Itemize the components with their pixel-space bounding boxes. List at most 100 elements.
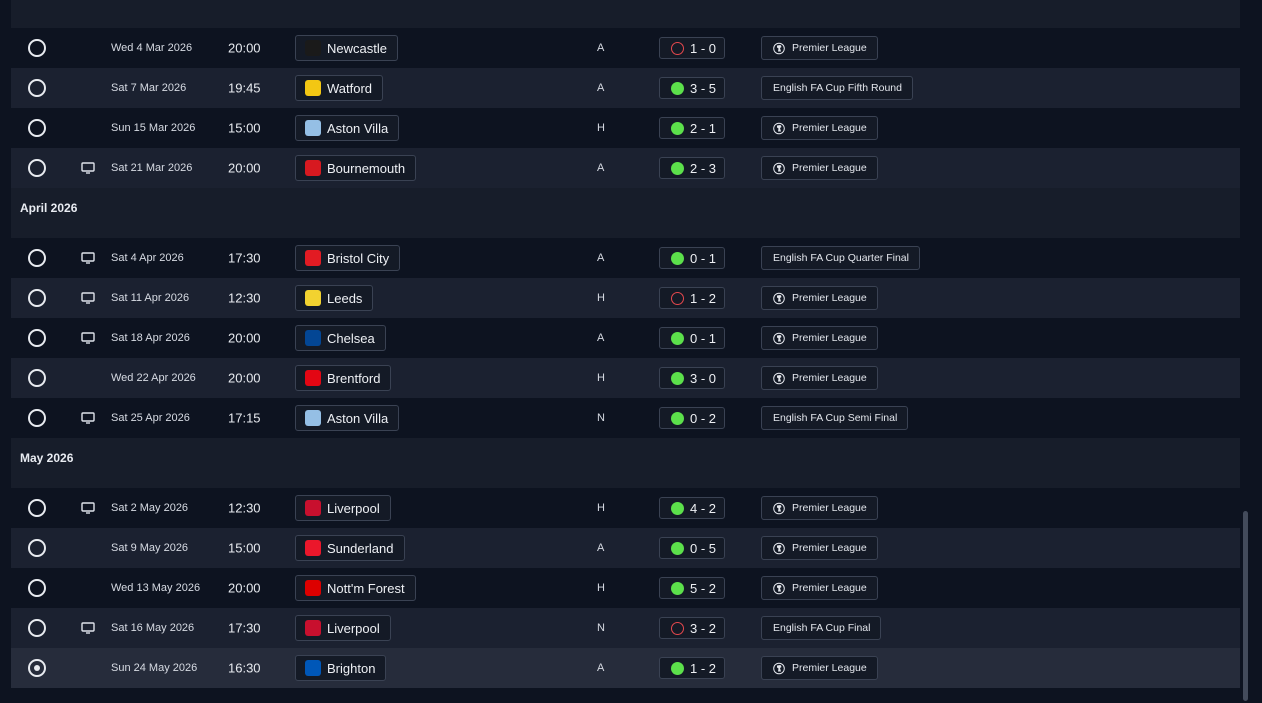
opponent-name: Newcastle — [327, 40, 387, 56]
opponent-button[interactable]: Aston Villa — [295, 405, 400, 431]
fixture-row[interactable]: Wed 22 Apr 2026 20:00 Brentford H 3 - 0 Premi… — [11, 358, 1240, 398]
kickoff-time: 19:45 — [228, 80, 261, 96]
opponent-button[interactable]: Newcastle — [295, 35, 398, 61]
opponent-name: Sunderland — [327, 540, 394, 556]
kickoff-time: 16:30 — [228, 660, 261, 676]
opponent-button[interactable]: Brentford — [295, 365, 392, 391]
venue-label: A — [597, 662, 605, 674]
opponent-name: Brentford — [327, 370, 381, 386]
opponent-button[interactable]: Watford — [295, 75, 384, 101]
competition-button[interactable]: Premier League — [761, 366, 878, 390]
competition-button[interactable]: Premier League — [761, 326, 878, 350]
opponent-button[interactable]: Bristol City — [295, 245, 401, 271]
result-button[interactable]: 0 - 1 — [659, 247, 725, 269]
select-radio[interactable] — [28, 119, 46, 137]
select-radio[interactable] — [28, 39, 46, 57]
kickoff-time: 20:00 — [228, 580, 261, 596]
fixture-row[interactable]: Sat 21 Mar 2026 20:00 Bournemouth A 2 - 3 Pre… — [11, 148, 1240, 188]
result-button[interactable]: 3 - 2 — [659, 617, 725, 639]
win-dot-icon — [671, 331, 684, 345]
result-button[interactable]: 5 - 2 — [659, 577, 725, 599]
score: 2 - 1 — [690, 120, 717, 136]
opponent-button[interactable]: Brighton — [295, 655, 387, 681]
result-button[interactable]: 2 - 1 — [659, 117, 725, 139]
result-button[interactable]: 0 - 2 — [659, 407, 725, 429]
select-radio[interactable] — [28, 329, 46, 347]
result-button[interactable]: 0 - 5 — [659, 537, 725, 559]
month-gap — [11, 13, 1240, 28]
competition-button[interactable]: Premier League — [761, 656, 878, 680]
fixtures-list: March 2026 Wed 4 Mar 2026 20:00 Newcastle A 1… — [11, 0, 1240, 688]
select-radio[interactable] — [28, 249, 46, 267]
competition-button[interactable]: English FA Cup Semi Final — [761, 406, 909, 430]
fixture-row[interactable]: Sat 9 May 2026 15:00 Sunderland A 0 - 5 Premi… — [11, 528, 1240, 568]
competition-button[interactable]: Premier League — [761, 496, 878, 520]
kickoff-time: 17:15 — [228, 410, 261, 426]
win-dot-icon — [671, 251, 684, 265]
tv-broadcast-icon — [81, 412, 95, 424]
result-button[interactable]: 3 - 0 — [659, 367, 725, 389]
competition-button[interactable]: Premier League — [761, 156, 878, 180]
select-radio[interactable] — [28, 659, 46, 677]
match-date: Wed 13 May 2026 — [111, 582, 201, 594]
fixture-row[interactable]: Sat 4 Apr 2026 17:30 Bristol City A 0 - 1 Eng… — [11, 238, 1240, 278]
opponent-button[interactable]: Chelsea — [295, 325, 386, 351]
fixture-row[interactable]: Sat 11 Apr 2026 12:30 Leeds H 1 - 2 Premier L… — [11, 278, 1240, 318]
result-button[interactable]: 2 - 3 — [659, 157, 725, 179]
competition-name: English FA Cup Final — [773, 622, 871, 634]
win-dot-icon — [671, 411, 684, 425]
select-radio[interactable] — [28, 79, 46, 97]
select-radio[interactable] — [28, 409, 46, 427]
tv-broadcast-icon — [81, 162, 95, 174]
result-button[interactable]: 4 - 2 — [659, 497, 725, 519]
competition-button[interactable]: English FA Cup Fifth Round — [761, 76, 913, 100]
competition-name: Premier League — [792, 542, 867, 554]
competition-button[interactable]: English FA Cup Quarter Final — [761, 246, 920, 270]
venue-label: H — [597, 292, 605, 304]
liverpool-crest-icon — [305, 500, 321, 516]
fixture-row[interactable]: Wed 13 May 2026 20:00 Nott'm Forest H 5 - 2 P… — [11, 568, 1240, 608]
select-radio[interactable] — [28, 289, 46, 307]
competition-button[interactable]: Premier League — [761, 286, 878, 310]
premier-league-lion-icon — [773, 42, 785, 55]
result-button[interactable]: 0 - 1 — [659, 327, 725, 349]
competition-button[interactable]: Premier League — [761, 536, 878, 560]
competition-button[interactable]: Premier League — [761, 36, 878, 60]
opponent-button[interactable]: Aston Villa — [295, 115, 400, 141]
select-radio[interactable] — [28, 619, 46, 637]
fixture-row[interactable]: Wed 4 Mar 2026 20:00 Newcastle A 1 - 0 Premie… — [11, 28, 1240, 68]
opponent-button[interactable]: Sunderland — [295, 535, 405, 561]
fixture-row[interactable]: Sun 24 May 2026 16:30 Brighton A 1 - 2 Premie… — [11, 648, 1240, 688]
competition-button[interactable]: Premier League — [761, 576, 878, 600]
month-gap — [11, 228, 1240, 238]
opponent-button[interactable]: Bournemouth — [295, 155, 417, 181]
result-button[interactable]: 1 - 0 — [659, 37, 725, 59]
select-radio[interactable] — [28, 369, 46, 387]
opponent-button[interactable]: Nott'm Forest — [295, 575, 416, 601]
opponent-button[interactable]: Liverpool — [295, 615, 391, 641]
win-dot-icon — [671, 661, 684, 675]
fixture-row[interactable]: Sun 15 Mar 2026 15:00 Aston Villa H 2 - 1 Pre… — [11, 108, 1240, 148]
newcastle-crest-icon — [305, 40, 321, 56]
venue-label: A — [597, 42, 605, 54]
fixture-row[interactable]: Sat 16 May 2026 17:30 Liverpool N 3 - 2 Engli… — [11, 608, 1240, 648]
select-radio[interactable] — [28, 499, 46, 517]
scrollbar-thumb[interactable] — [1243, 511, 1248, 701]
opponent-button[interactable]: Liverpool — [295, 495, 391, 521]
brighton-crest-icon — [305, 660, 321, 676]
fixture-row[interactable]: Sat 25 Apr 2026 17:15 Aston Villa N 0 - 2 Eng… — [11, 398, 1240, 438]
nottm-forest-crest-icon — [305, 580, 321, 596]
select-radio[interactable] — [28, 579, 46, 597]
select-radio[interactable] — [28, 159, 46, 177]
competition-button[interactable]: English FA Cup Final — [761, 616, 882, 640]
select-radio[interactable] — [28, 539, 46, 557]
result-button[interactable]: 3 - 5 — [659, 77, 725, 99]
fixture-row[interactable]: Sat 18 Apr 2026 20:00 Chelsea A 0 - 1 Premier… — [11, 318, 1240, 358]
premier-league-lion-icon — [773, 582, 785, 595]
fixture-row[interactable]: Sat 2 May 2026 12:30 Liverpool H 4 - 2 Premie… — [11, 488, 1240, 528]
competition-button[interactable]: Premier League — [761, 116, 878, 140]
fixture-row[interactable]: Sat 7 Mar 2026 19:45 Watford A 3 - 5 English … — [11, 68, 1240, 108]
result-button[interactable]: 1 - 2 — [659, 657, 725, 679]
result-button[interactable]: 1 - 2 — [659, 287, 725, 309]
opponent-button[interactable]: Leeds — [295, 285, 374, 311]
